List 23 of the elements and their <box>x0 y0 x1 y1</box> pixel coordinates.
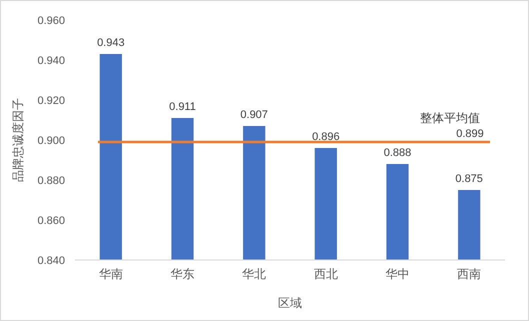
y-tick-label: 0.900 <box>37 134 65 147</box>
y-tick-label: 0.860 <box>37 214 65 227</box>
y-tick-label: 0.960 <box>37 14 65 27</box>
x-tick-label: 西北 <box>314 267 338 281</box>
x-tick-label: 华东 <box>170 267 194 281</box>
x-axis-title: 区域 <box>278 296 302 310</box>
y-tick-label: 0.920 <box>37 94 65 107</box>
y-tick-label: 0.840 <box>37 254 65 267</box>
y-axis-title: 品牌忠诚度因子 <box>11 98 25 182</box>
data-label: 0.896 <box>312 131 340 143</box>
y-tick-label: 0.940 <box>37 54 65 67</box>
data-label: 0.943 <box>97 37 125 49</box>
x-tick-label: 西南 <box>457 267 482 281</box>
x-tick-label: 华南 <box>98 267 123 281</box>
x-tick-label: 华中 <box>386 267 410 281</box>
data-label: 0.888 <box>384 147 412 159</box>
data-label: 0.911 <box>169 101 196 113</box>
data-label: 0.875 <box>455 173 483 185</box>
y-tick-label: 0.880 <box>37 174 65 187</box>
annotation: 0.899 <box>456 128 484 140</box>
x-tick-label: 华北 <box>242 267 266 281</box>
data-label: 0.907 <box>240 109 268 121</box>
ref-line-label: 整体平均值 <box>420 111 480 125</box>
